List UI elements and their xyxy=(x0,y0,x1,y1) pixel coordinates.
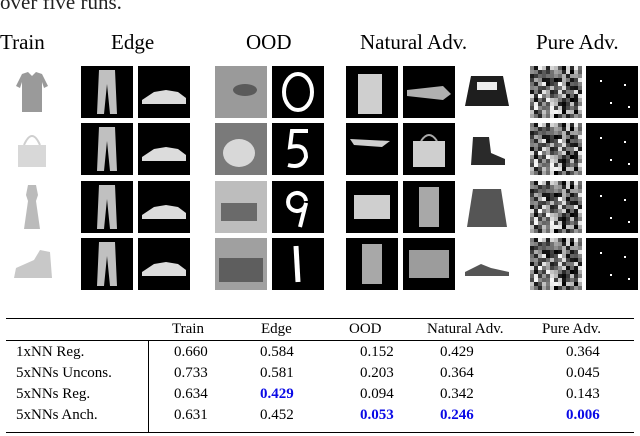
table-cell: 0.584 xyxy=(260,344,294,360)
sparse-dots-icon xyxy=(586,238,638,290)
table-cell: 0.660 xyxy=(174,344,208,360)
table-cell: 0.053 xyxy=(360,407,394,423)
trousers-icon xyxy=(81,66,133,118)
boot-like-icon xyxy=(346,238,398,290)
table-cell: 0.631 xyxy=(174,407,208,423)
caption-fragment: over five runs. xyxy=(0,0,122,14)
row-label: 5xNNs Anch. xyxy=(16,407,98,423)
sneaker-icon xyxy=(138,66,190,118)
sneaker-like-icon xyxy=(403,238,455,290)
handbag-icon xyxy=(6,123,58,175)
table-cell: 0.246 xyxy=(440,407,474,423)
table-cell: 0.733 xyxy=(174,365,208,381)
truck-photo-icon xyxy=(215,238,267,290)
table-cell: 0.006 xyxy=(566,407,600,423)
sneaker-icon xyxy=(138,181,190,233)
table-cell: 0.143 xyxy=(566,386,600,402)
sparse-dots-icon xyxy=(586,66,638,118)
group-title-pure-adv: Pure Adv. xyxy=(536,30,619,54)
bag-like-icon xyxy=(346,66,398,118)
table-cell: 0.203 xyxy=(360,365,394,381)
noise-icon xyxy=(530,238,582,290)
table-cell: 0.634 xyxy=(174,386,208,402)
table-cell: 0.581 xyxy=(260,365,294,381)
column-header-natural-adv: Natural Adv. xyxy=(427,321,504,337)
shirt-like-icon xyxy=(346,181,398,233)
digit-1-icon xyxy=(272,238,324,290)
bird-photo-icon xyxy=(215,66,267,118)
boot-like-icon xyxy=(403,181,455,233)
denim-jacket-icon xyxy=(461,181,513,233)
table-cell: 0.094 xyxy=(360,386,394,402)
bag-icon xyxy=(403,123,455,175)
column-header-pure-adv: Pure Adv. xyxy=(542,321,602,337)
table-cell: 0.342 xyxy=(440,386,474,402)
table-bottom-rule xyxy=(6,432,634,433)
table-cell: 0.429 xyxy=(260,386,294,402)
group-title-natural-adv: Natural Adv. xyxy=(360,30,468,54)
sneaker-icon xyxy=(138,238,190,290)
table-cell: 0.045 xyxy=(566,365,600,381)
trousers-icon xyxy=(81,181,133,233)
boot-icon xyxy=(461,123,513,175)
sparse-dots-icon xyxy=(586,181,638,233)
row-label: 1xNN Reg. xyxy=(16,344,85,360)
row-label: 5xNNs Reg. xyxy=(16,386,91,402)
table-top-rule xyxy=(6,318,634,319)
table-cell: 0.429 xyxy=(440,344,474,360)
table-header-rule xyxy=(6,340,634,341)
group-title-train: Train xyxy=(0,30,45,54)
column-header-ood: OOD xyxy=(349,321,382,337)
shoe-like-icon xyxy=(403,66,455,118)
noise-icon xyxy=(530,181,582,233)
table-cell: 0.152 xyxy=(360,344,394,360)
digit-0-icon xyxy=(272,66,324,118)
ankle-boot-icon xyxy=(6,238,58,290)
group-title-edge: Edge xyxy=(111,30,155,54)
table-cell: 0.364 xyxy=(566,344,600,360)
noise-icon xyxy=(530,123,582,175)
table-cell: 0.452 xyxy=(260,407,294,423)
lee-sweater-icon xyxy=(461,66,513,118)
cat-photo-icon xyxy=(215,123,267,175)
sandal-icon xyxy=(461,238,513,290)
shirt-icon xyxy=(6,66,58,118)
car-photo-icon xyxy=(215,181,267,233)
sandal-like-icon xyxy=(346,123,398,175)
noise-icon xyxy=(530,66,582,118)
table-vertical-rule xyxy=(148,340,149,432)
trousers-icon xyxy=(81,123,133,175)
sneaker-icon xyxy=(138,123,190,175)
trousers-icon xyxy=(81,238,133,290)
digit-5-icon xyxy=(272,123,324,175)
table-cell: 0.364 xyxy=(440,365,474,381)
digit-9-icon xyxy=(272,181,324,233)
column-header-train: Train xyxy=(172,321,204,337)
column-header-edge: Edge xyxy=(261,321,292,337)
row-label: 5xNNs Uncons. xyxy=(16,365,112,381)
dress-icon xyxy=(6,181,58,233)
sparse-dots-icon xyxy=(586,123,638,175)
group-title-ood: OOD xyxy=(246,30,292,54)
